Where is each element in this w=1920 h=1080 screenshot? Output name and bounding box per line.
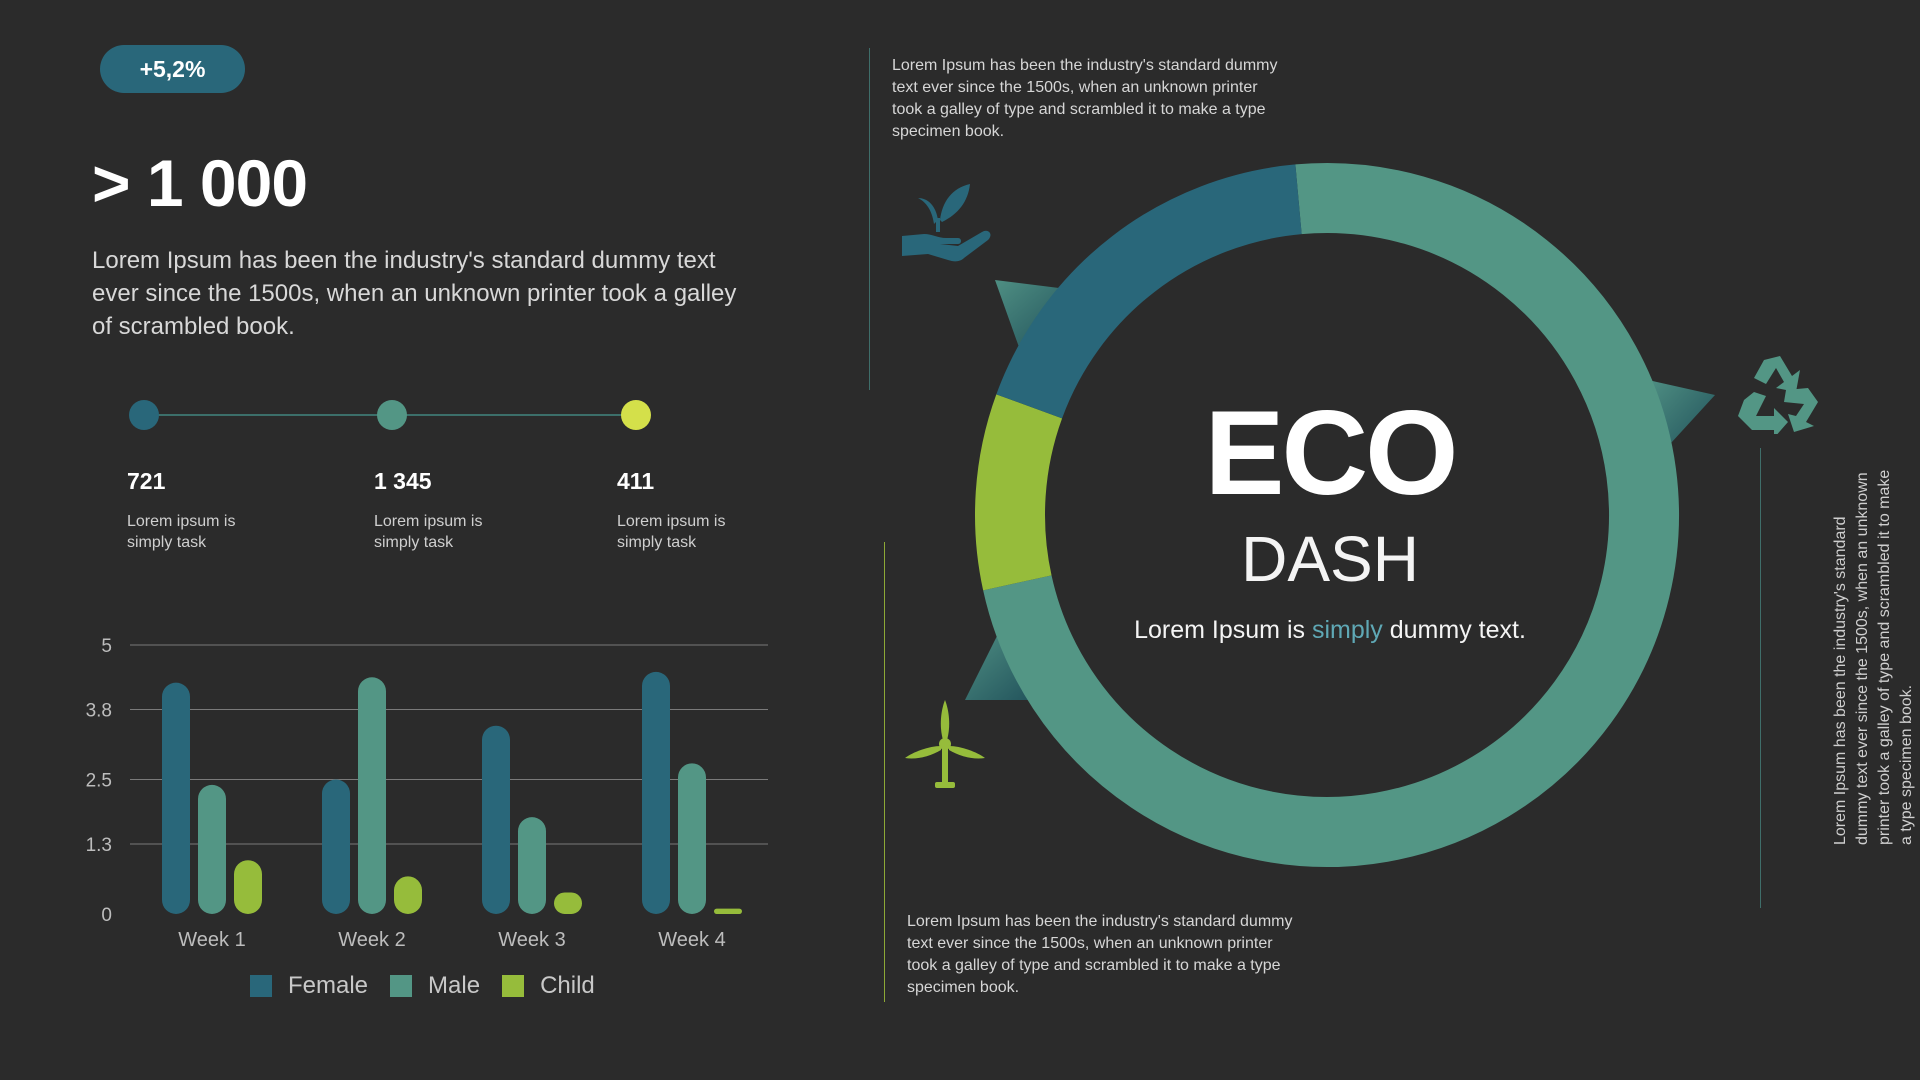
y-tick-label: 1.3 bbox=[86, 835, 112, 856]
legend-swatch-female bbox=[250, 975, 272, 997]
bar-male-3 bbox=[518, 817, 546, 914]
paragraph-bottom: Lorem Ipsum has been the industry's stan… bbox=[907, 913, 1293, 996]
intro-text: Lorem Ipsum has been the industry's stan… bbox=[92, 247, 737, 340]
headline-stat: > 1 000 bbox=[92, 146, 308, 220]
x-tick-label: Week 3 bbox=[498, 929, 565, 951]
tagline-post: dummy text. bbox=[1382, 616, 1526, 644]
bar-child-4 bbox=[714, 908, 742, 914]
donut-segment-3 bbox=[996, 164, 1303, 419]
bar-child-2 bbox=[394, 876, 422, 914]
legend-label-child: Child bbox=[540, 972, 595, 999]
timeline-dot-1 bbox=[129, 400, 159, 430]
stat-desc-1: Lorem ipsum is simply task bbox=[127, 513, 236, 551]
y-tick-label: 2.5 bbox=[86, 771, 112, 792]
bar-child-1 bbox=[234, 860, 262, 914]
eco-title: ECO bbox=[1204, 386, 1458, 520]
legend-swatch-male bbox=[390, 975, 413, 997]
stat-desc-3: Lorem ipsum is simply task bbox=[617, 513, 726, 551]
change-badge: +5,2% bbox=[100, 45, 245, 93]
tagline-highlight: simply bbox=[1311, 616, 1383, 644]
stat-value-2: 1 345 bbox=[374, 468, 432, 494]
stat-value-1: 721 bbox=[127, 468, 166, 494]
divider-bottom bbox=[884, 542, 885, 1002]
y-tick-label: 5 bbox=[101, 636, 112, 657]
bar-male-4 bbox=[678, 763, 706, 914]
chart-legend: Female Male Child bbox=[250, 972, 595, 1000]
bar-female-4 bbox=[642, 671, 670, 914]
bar-female-2 bbox=[322, 779, 350, 914]
legend-label-male: Male bbox=[428, 972, 481, 999]
tagline-pre: Lorem Ipsum is bbox=[1134, 616, 1312, 644]
donut-segment-1 bbox=[983, 163, 1679, 867]
bar-child-3 bbox=[554, 892, 582, 914]
divider-top bbox=[869, 48, 870, 390]
legend-label-female: Female bbox=[288, 972, 369, 999]
timeline-dot-2 bbox=[377, 400, 407, 430]
donut-segment-2 bbox=[975, 394, 1063, 591]
bar-male-2 bbox=[358, 677, 386, 914]
bar-male-1 bbox=[198, 784, 226, 914]
y-tick-label: 3.8 bbox=[86, 701, 112, 722]
stat-value-3: 411 bbox=[617, 468, 655, 494]
paragraph-top: Lorem Ipsum has been the industry's stan… bbox=[892, 57, 1278, 140]
y-tick-label: 0 bbox=[101, 905, 112, 926]
x-tick-label: Week 4 bbox=[658, 929, 725, 951]
dash-title: DASH bbox=[1241, 523, 1419, 595]
legend-swatch-child bbox=[502, 975, 525, 997]
x-tick-label: Week 1 bbox=[178, 929, 245, 951]
recycle-icon bbox=[1738, 356, 1818, 434]
plant-in-hand-icon bbox=[902, 184, 991, 262]
bar-female-3 bbox=[482, 725, 510, 914]
timeline-dot-3 bbox=[621, 400, 651, 430]
stat-desc-2: Lorem ipsum is simply task bbox=[374, 513, 483, 551]
wind-turbine-icon bbox=[905, 700, 985, 788]
divider-right bbox=[1760, 448, 1761, 908]
donut-ring bbox=[975, 163, 1679, 867]
eco-tagline: Lorem Ipsum is simply dummy text. bbox=[1080, 616, 1580, 645]
bar-female-1 bbox=[162, 682, 190, 914]
x-tick-label: Week 2 bbox=[338, 929, 405, 951]
